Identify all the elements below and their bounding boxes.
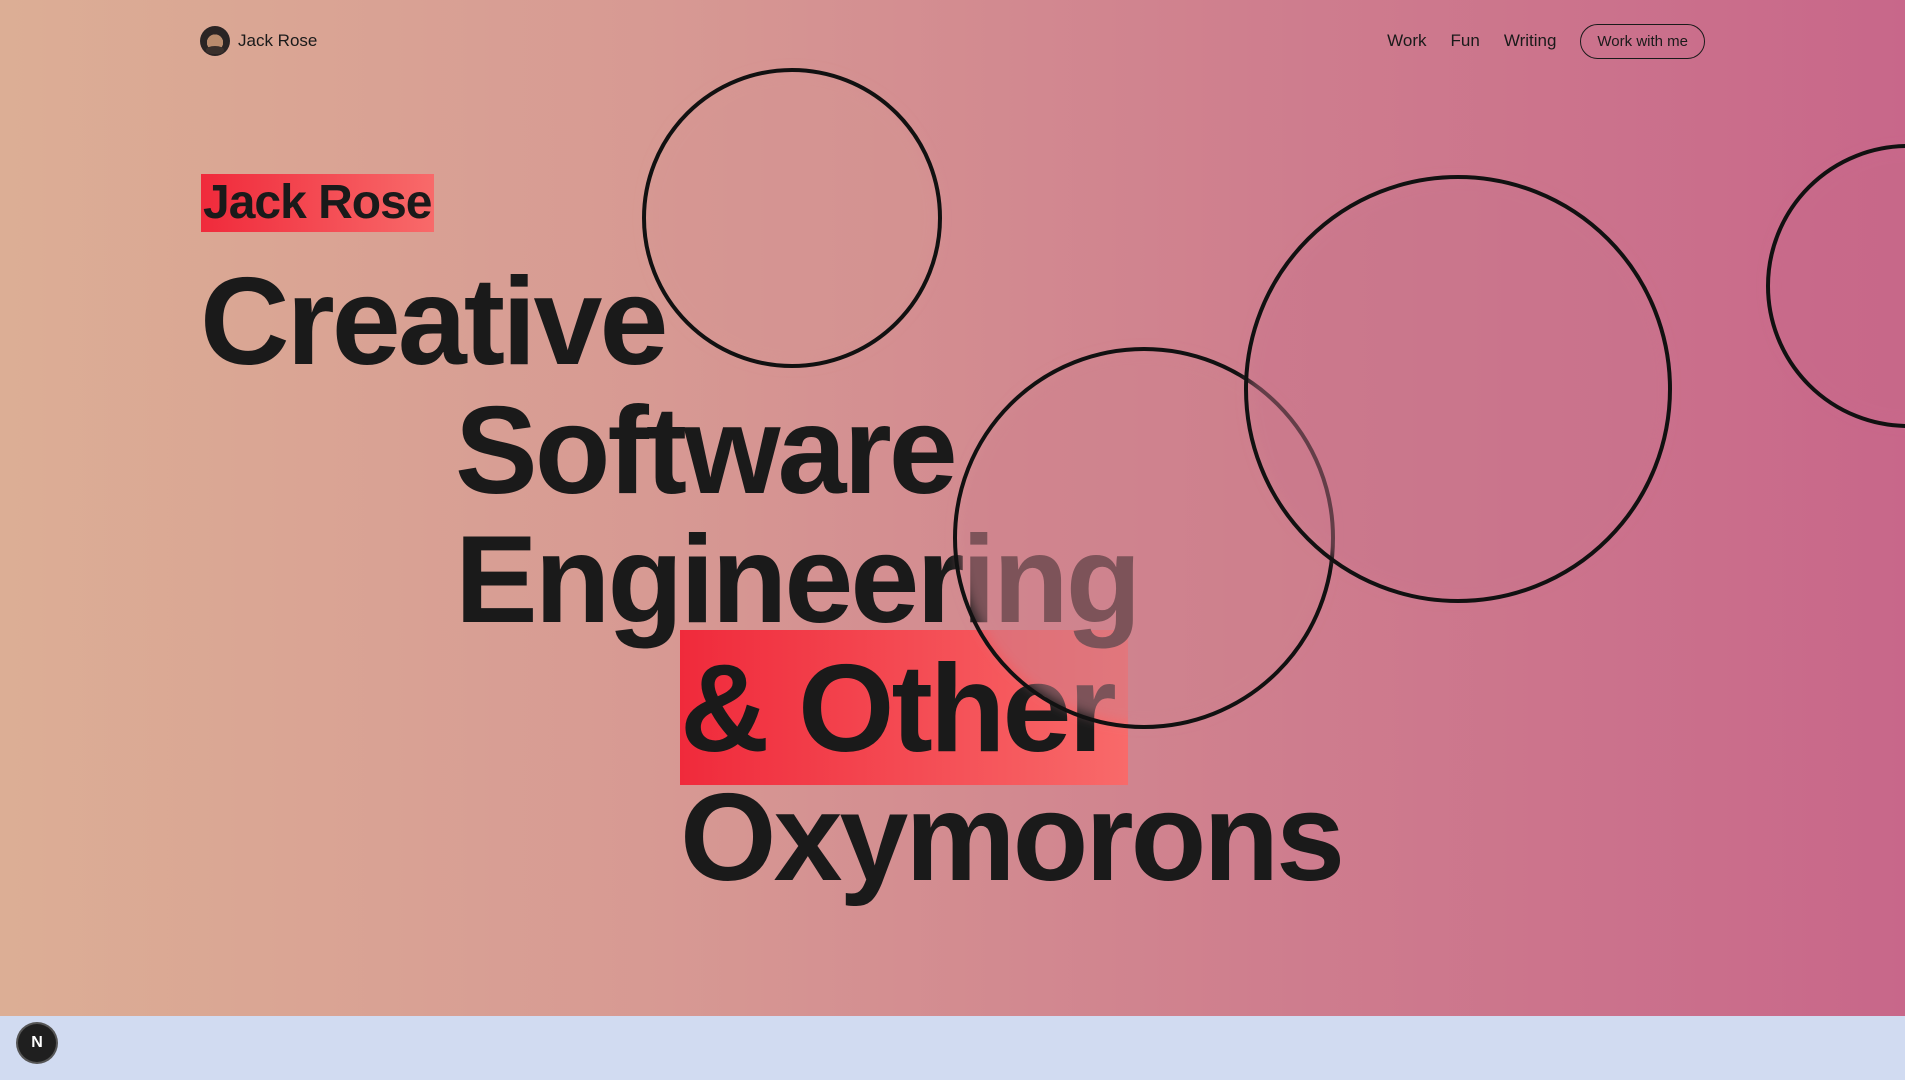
nextjs-icon[interactable]: N [18, 1024, 56, 1062]
top-navigation: Jack Rose Work Fun Writing Work with me [200, 22, 1705, 60]
decorative-lens-circles [642, 68, 1905, 729]
nav-links: Work Fun Writing Work with me [1387, 23, 1705, 59]
brand-name: Jack Rose [238, 31, 318, 50]
nav-link-writing[interactable]: Writing [1503, 31, 1557, 50]
headline-line-creative: Creative [200, 253, 668, 391]
headline-line-software: Software [455, 382, 958, 520]
lens-circle-top [642, 68, 942, 368]
lens-circle-large [1244, 175, 1672, 603]
avatar [200, 26, 230, 56]
nav-link-fun[interactable]: Fun [1450, 31, 1480, 50]
lens-circle-edge [1766, 144, 1905, 428]
headline-line-oxymorons: Oxymorons [680, 769, 1345, 907]
bottom-strip [0, 1016, 1905, 1080]
hero-name-tag: Jack Rose [201, 174, 434, 232]
nav-link-work[interactable]: Work [1387, 31, 1427, 50]
brand-home-link[interactable]: Jack Rose [200, 26, 317, 56]
work-with-me-button[interactable]: Work with me [1580, 23, 1705, 59]
hero-section: Jack Rose Work Fun Writing Work with me … [0, 0, 1905, 1016]
